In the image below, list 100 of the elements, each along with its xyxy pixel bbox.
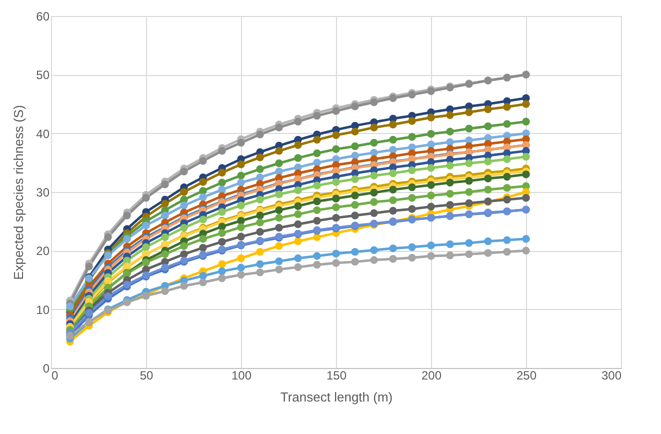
point [180,250,188,258]
y-tick-label: 20 [36,244,50,258]
point [256,165,264,173]
point [199,278,207,286]
point [446,111,454,120]
point [408,205,416,213]
point [332,145,340,154]
point [370,256,378,264]
point [180,202,188,210]
point [199,244,207,252]
x-tick-label: 100 [231,368,252,382]
point [275,266,283,274]
point [503,248,511,256]
point [408,243,416,252]
x-axis-title: Transect length (m) [280,390,393,404]
point [351,212,359,220]
point [389,186,397,194]
point [294,186,302,194]
point [465,199,473,208]
point [180,168,188,176]
point [332,259,340,267]
point [389,206,397,215]
point [351,102,359,110]
point [408,166,416,174]
point [465,188,473,196]
x-tick-label: 150 [326,368,347,382]
point [256,268,264,276]
point [503,120,511,128]
point [142,194,150,202]
point [256,248,264,256]
point [522,170,530,178]
point [256,260,264,268]
point [389,120,397,128]
point [161,233,169,242]
point [427,164,435,172]
point [389,146,397,154]
point [256,228,264,236]
point [237,232,245,240]
point [370,198,378,206]
point [370,98,378,106]
point [351,128,359,136]
point [408,194,416,202]
point [294,210,302,218]
point [199,178,207,186]
point [351,258,359,266]
point [389,196,397,204]
point [275,206,283,214]
point [313,149,321,158]
point [313,158,321,167]
point [294,141,302,149]
point [294,202,302,210]
point [351,201,359,209]
point [85,262,93,270]
point [104,233,112,242]
point [85,308,93,317]
point [218,267,226,276]
point [142,258,150,266]
point [503,172,511,181]
point [503,236,511,244]
point [161,250,169,258]
point [446,138,454,146]
point [313,260,321,269]
point [313,206,321,214]
point [142,243,150,252]
point [161,180,169,188]
point [294,237,302,246]
point [123,212,131,220]
point [370,148,378,157]
y-axis-title: Expected species richness (S) [11,105,26,280]
point [484,174,492,182]
point [218,222,226,230]
point [370,138,378,147]
point [427,114,435,122]
point [351,152,359,160]
point [256,218,264,226]
point [199,272,207,280]
point [256,173,264,182]
x-tick-label: 200 [421,368,442,382]
point [427,140,435,148]
point [313,216,321,225]
point [408,132,416,141]
point [294,118,302,126]
point [389,136,397,144]
point [275,147,283,155]
point [256,196,264,204]
point [275,159,283,168]
y-tick-label: 30 [36,186,50,200]
point [275,168,283,176]
point [484,122,492,130]
point [313,198,321,206]
point [484,105,492,114]
point [313,112,321,120]
point [199,216,207,224]
point [370,124,378,132]
point [446,201,454,209]
point [237,270,245,279]
point [484,158,492,166]
point [370,246,378,254]
point [237,138,245,147]
point [294,220,302,228]
